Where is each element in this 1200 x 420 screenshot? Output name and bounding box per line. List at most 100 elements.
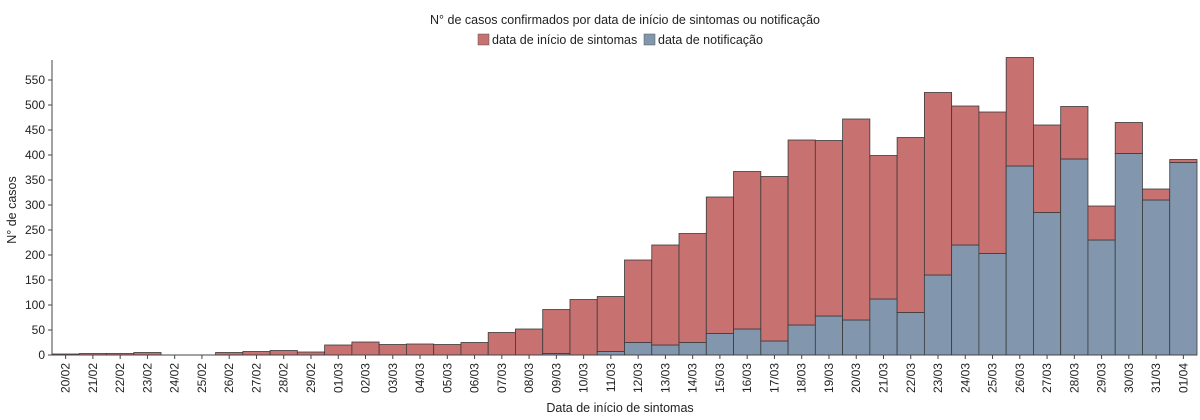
bar-notificacao [842, 319, 871, 356]
bar-notificacao [651, 344, 680, 356]
x-tick-label: 13/03 [658, 363, 672, 393]
legend-label-notificacao: data de notificação [658, 33, 763, 47]
bar-inicio-sintomas [487, 332, 516, 356]
x-tick-label: 23/02 [140, 363, 154, 393]
bar-inicio-sintomas [651, 244, 680, 346]
bar-notificacao [733, 328, 762, 356]
y-tick-label: 450 [25, 123, 45, 137]
bar-notificacao [1033, 212, 1062, 356]
bar-notificacao [624, 342, 653, 356]
x-tick-label: 01/04 [1176, 363, 1190, 393]
y-axis: 0 50 100 150 200 250 300 350 400 450 500 550 [25, 60, 53, 362]
x-tick-label: 26/02 [222, 363, 236, 393]
bar-inicio-sintomas [896, 137, 925, 313]
bar-notificacao [705, 333, 734, 356]
y-axis-title: N° de casos [5, 176, 19, 244]
x-tick-label: 05/03 [440, 363, 454, 393]
x-tick-label: 06/03 [468, 363, 482, 393]
bar-inicio-sintomas [1060, 106, 1089, 160]
bar-inicio-sintomas [678, 233, 707, 343]
x-tick-label: 19/03 [822, 363, 836, 393]
x-tick-label: 18/03 [795, 363, 809, 393]
x-tick-label: 29/03 [1095, 363, 1109, 393]
bar-inicio-sintomas [760, 176, 789, 342]
bar-inicio-sintomas [378, 344, 407, 356]
bar-inicio-sintomas [842, 118, 871, 321]
y-tick-label: 50 [32, 323, 46, 337]
bar-notificacao [1005, 165, 1034, 356]
bar-notificacao [1087, 239, 1116, 356]
x-tick-label: 03/03 [386, 363, 400, 393]
x-tick-label: 31/03 [1149, 363, 1163, 393]
x-tick-label: 23/03 [931, 363, 945, 393]
bar-inicio-sintomas [1142, 188, 1171, 201]
bars [51, 57, 1198, 356]
x-tick-label: 16/03 [740, 363, 754, 393]
bar-notificacao [596, 351, 625, 356]
bar-notificacao [1060, 158, 1089, 356]
x-tick-label: 02/03 [359, 363, 373, 393]
x-tick-label: 27/02 [249, 363, 263, 393]
x-tick-label: 27/03 [1040, 363, 1054, 393]
bar-notificacao [923, 274, 953, 356]
x-tick-label: 12/03 [631, 363, 645, 393]
x-tick-label: 21/03 [876, 363, 890, 393]
bar-inicio-sintomas [596, 296, 625, 352]
bar-inicio-sintomas [269, 350, 298, 356]
x-tick-label: 20/03 [849, 363, 863, 393]
bar-inicio-sintomas [978, 111, 1007, 254]
x-tick-label: 14/03 [686, 363, 700, 393]
bar-notificacao [760, 340, 789, 356]
x-tick-label: 11/03 [604, 363, 618, 392]
x-tick-label: 20/02 [59, 363, 73, 393]
chart-title: N° de casos confirmados por data de iníc… [430, 13, 820, 27]
x-tick-label: 04/03 [413, 363, 427, 393]
bar-inicio-sintomas [733, 171, 762, 330]
bar-inicio-sintomas [351, 341, 380, 356]
bar-inicio-sintomas [787, 139, 816, 326]
x-tick-label: 10/03 [577, 363, 591, 393]
x-tick-label: 28/02 [277, 363, 291, 393]
y-tick-label: 300 [25, 198, 45, 212]
y-tick-label: 150 [25, 273, 45, 287]
bar-inicio-sintomas [1005, 57, 1034, 167]
bar-inicio-sintomas [324, 344, 353, 356]
bar-inicio-sintomas [406, 343, 435, 356]
bar-notificacao [814, 315, 843, 356]
bar-inicio-sintomas [433, 344, 462, 356]
x-tick-label: 15/03 [713, 363, 727, 393]
x-tick-label: 09/03 [549, 363, 563, 393]
x-tick-label: 22/03 [904, 363, 918, 393]
legend-swatch-notificacao [643, 33, 656, 46]
y-tick-label: 250 [25, 223, 45, 237]
bar-inicio-sintomas [1087, 205, 1116, 241]
bar-inicio-sintomas [542, 309, 571, 354]
bar-inicio-sintomas [1033, 124, 1062, 213]
bar-inicio-sintomas [705, 196, 734, 334]
y-tick-label: 500 [25, 98, 45, 112]
x-axis-title: Data de início de sintomas [546, 401, 693, 415]
x-tick-label: 01/03 [331, 363, 345, 393]
x-tick-label: 17/03 [767, 363, 781, 393]
legend: data de início de sintomas data de notifi… [477, 33, 763, 47]
x-tick-label: 25/03 [986, 363, 1000, 393]
x-tick-label: 30/03 [1122, 363, 1136, 393]
x-tick-label: 24/03 [958, 363, 972, 393]
bar-inicio-sintomas [1169, 159, 1198, 163]
bar-notificacao [951, 244, 980, 356]
x-tick-label: 07/03 [495, 363, 509, 393]
y-tick-label: 100 [25, 298, 45, 312]
bar-inicio-sintomas [515, 328, 544, 356]
bar-inicio-sintomas [951, 105, 980, 246]
bar-inicio-sintomas [624, 259, 653, 343]
y-tick-label: 400 [25, 148, 45, 162]
legend-label-inicio-sintomas: data de início de sintomas [492, 33, 637, 47]
bar-inicio-sintomas [814, 140, 843, 317]
bar-notificacao [787, 324, 816, 356]
bar-notificacao [1142, 199, 1171, 356]
bar-inicio-sintomas [569, 299, 598, 356]
bar-inicio-sintomas [923, 92, 953, 276]
x-tick-label: 29/02 [304, 363, 318, 393]
x-tick-label: 08/03 [522, 363, 536, 393]
